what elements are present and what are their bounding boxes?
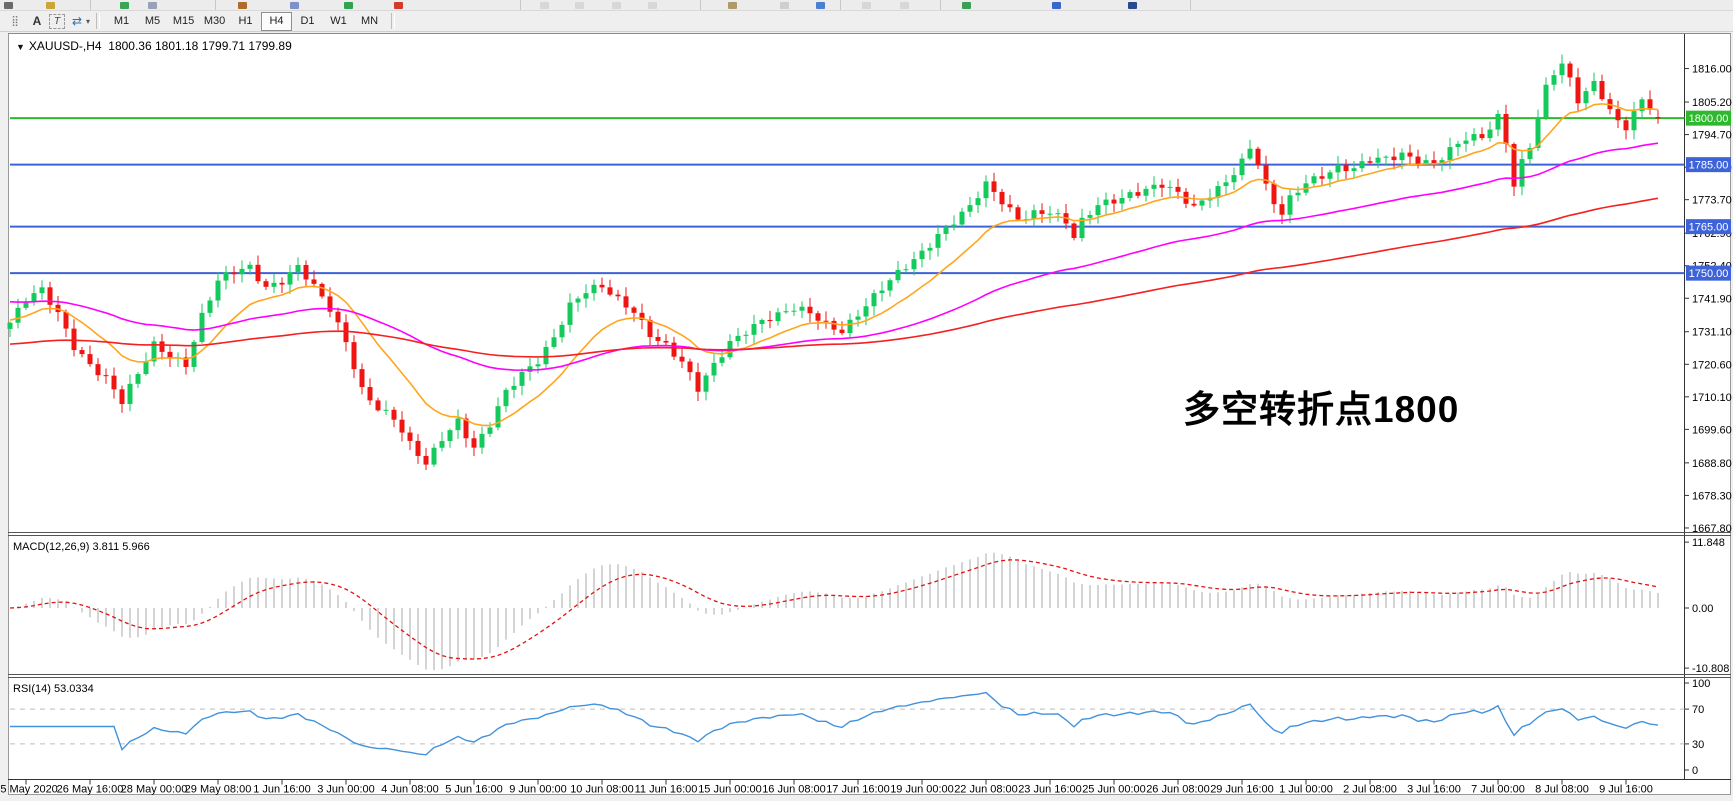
macd-indicator-label: MACD(12,26,9) 3.811 5.966 (13, 541, 150, 553)
toolbar-strip-clipped (0, 0, 1733, 11)
text-tool-icon[interactable]: T (49, 13, 65, 29)
toolbar-icon-fragment[interactable] (394, 2, 403, 9)
toolbar-separator (90, 0, 91, 10)
font-grid-tool-icon[interactable]: ⣿ (11, 15, 19, 27)
toolbar-separator (940, 0, 941, 10)
timeframe-button-mn[interactable]: MN (360, 15, 379, 27)
rsi-indicator-label: RSI(14) 53.0334 (13, 683, 94, 695)
chart-shift-tool-icon[interactable]: ⇄ (71, 14, 83, 28)
timeframe-button-w1[interactable]: W1 (330, 15, 347, 27)
timeframe-button-d1[interactable]: D1 (300, 15, 315, 27)
toolbar-icon-fragment[interactable] (344, 2, 353, 9)
chart-title-text: XAUUSD-,H4 1800.36 1801.18 1799.71 1799.… (28, 39, 292, 53)
toolbar-icon-fragment[interactable] (148, 2, 157, 9)
toolbar-icon-fragment[interactable] (962, 2, 971, 9)
toolbar-separator (520, 0, 521, 10)
toolbar-icon-fragment[interactable] (1052, 2, 1061, 9)
toolbar-icon-fragment[interactable] (780, 2, 789, 9)
toolbar-separator (96, 13, 101, 29)
toolbar-icon-fragment[interactable] (728, 2, 737, 9)
timeframe-button-m5[interactable]: M5 (144, 15, 161, 27)
toolbar-icon-fragment[interactable] (46, 2, 55, 9)
toolbar-icon-fragment[interactable] (648, 2, 657, 9)
timeframe-button-m1[interactable]: M1 (113, 15, 130, 27)
toolbar-icon-fragment[interactable] (290, 2, 299, 9)
toolbar-separator (215, 0, 216, 10)
toolbar-icon-fragment[interactable] (575, 2, 584, 9)
toolbar-row: ⣿ A T ⇄ ▾ M1 M5 M15 M30 H1 H4 D1 W1 MN (0, 11, 1733, 32)
label-tool-icon[interactable]: A (32, 14, 42, 28)
toolbar-separator (840, 0, 841, 10)
toolbar-icon-fragment[interactable] (120, 2, 129, 9)
timeframe-button-m30[interactable]: M30 (203, 15, 226, 27)
toolbar-icon-fragment[interactable] (4, 2, 13, 9)
toolbar-icon-fragment[interactable] (1128, 2, 1137, 9)
timeframe-button-m15[interactable]: M15 (172, 15, 195, 27)
chart-title: ▼ XAUUSD-,H4 1800.36 1801.18 1799.71 1799… (16, 39, 292, 53)
toolbar-icon-fragment[interactable] (816, 2, 825, 9)
chart-text-annotation[interactable]: 多空转折点1800 (1183, 389, 1460, 430)
toolbar-separator (700, 0, 701, 10)
toolbar-icon-fragment[interactable] (900, 2, 909, 9)
timeframe-button-h1[interactable]: H1 (238, 15, 253, 27)
toolbar-icon-fragment[interactable] (612, 2, 621, 9)
toolbar-icon-fragment[interactable] (862, 2, 871, 9)
toolbar-icon-fragment[interactable] (238, 2, 247, 9)
toolbar-separator (391, 13, 396, 29)
toolbar-separator (1190, 0, 1191, 10)
symbol-dropdown-caret[interactable]: ▼ (16, 42, 25, 52)
toolbar-icon-fragment[interactable] (540, 2, 549, 9)
timeframe-button-h4[interactable]: H4 (261, 11, 293, 31)
chevron-down-icon[interactable]: ▾ (86, 16, 91, 26)
chart-window[interactable] (8, 33, 1731, 795)
